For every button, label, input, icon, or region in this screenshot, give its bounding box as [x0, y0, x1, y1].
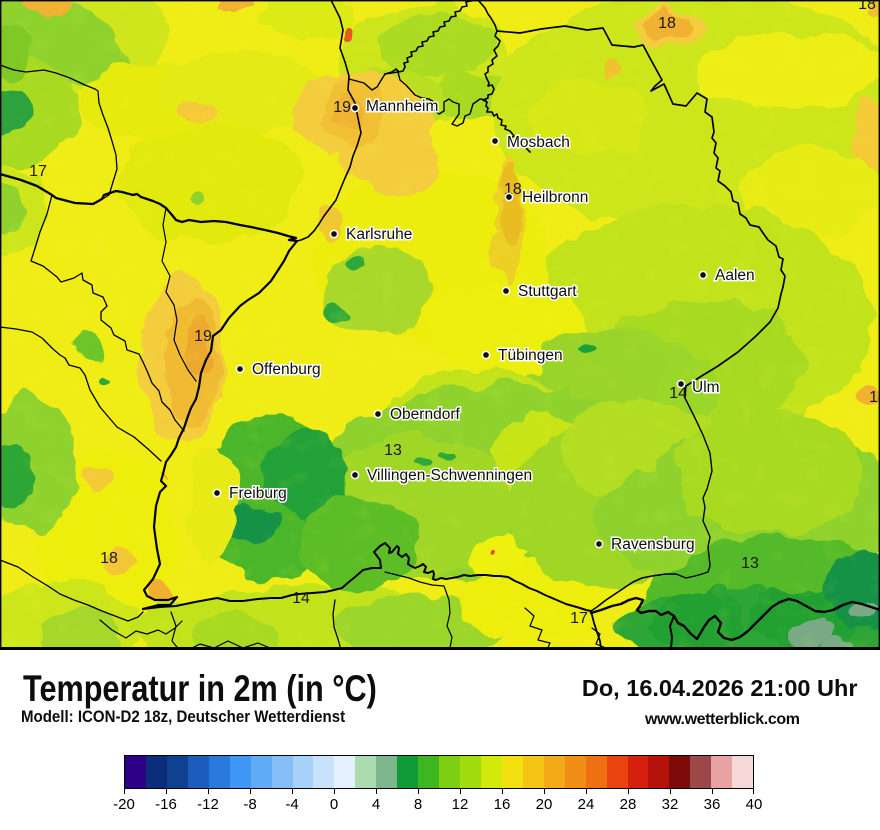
- svg-text:Stuttgart: Stuttgart: [518, 283, 577, 300]
- svg-text:Oberndorf: Oberndorf: [390, 406, 460, 423]
- svg-text:Heilbronn: Heilbronn: [522, 189, 588, 206]
- svg-text:19: 19: [194, 328, 212, 345]
- svg-text:Ulm: Ulm: [692, 379, 720, 396]
- svg-text:14: 14: [292, 590, 310, 607]
- svg-text:Karlsruhe: Karlsruhe: [346, 226, 412, 243]
- svg-text:Ravensburg: Ravensburg: [611, 536, 695, 553]
- svg-text:Mosbach: Mosbach: [507, 134, 570, 151]
- svg-text:Mannheim: Mannheim: [366, 98, 438, 115]
- svg-text:17: 17: [29, 163, 47, 180]
- svg-text:13: 13: [741, 555, 759, 572]
- svg-text:19: 19: [333, 99, 351, 116]
- svg-text:14: 14: [869, 389, 880, 406]
- svg-text:Freiburg: Freiburg: [229, 485, 287, 502]
- svg-text:18: 18: [658, 15, 676, 32]
- svg-text:18: 18: [100, 550, 118, 567]
- svg-text:Aalen: Aalen: [715, 267, 755, 284]
- svg-text:17: 17: [570, 610, 588, 627]
- svg-text:14: 14: [669, 385, 687, 402]
- svg-text:Villingen-Schwenningen: Villingen-Schwenningen: [367, 467, 532, 484]
- svg-text:13: 13: [384, 442, 402, 459]
- svg-text:Offenburg: Offenburg: [252, 361, 321, 378]
- svg-text:18: 18: [858, 0, 876, 13]
- svg-text:Tübingen: Tübingen: [498, 347, 563, 364]
